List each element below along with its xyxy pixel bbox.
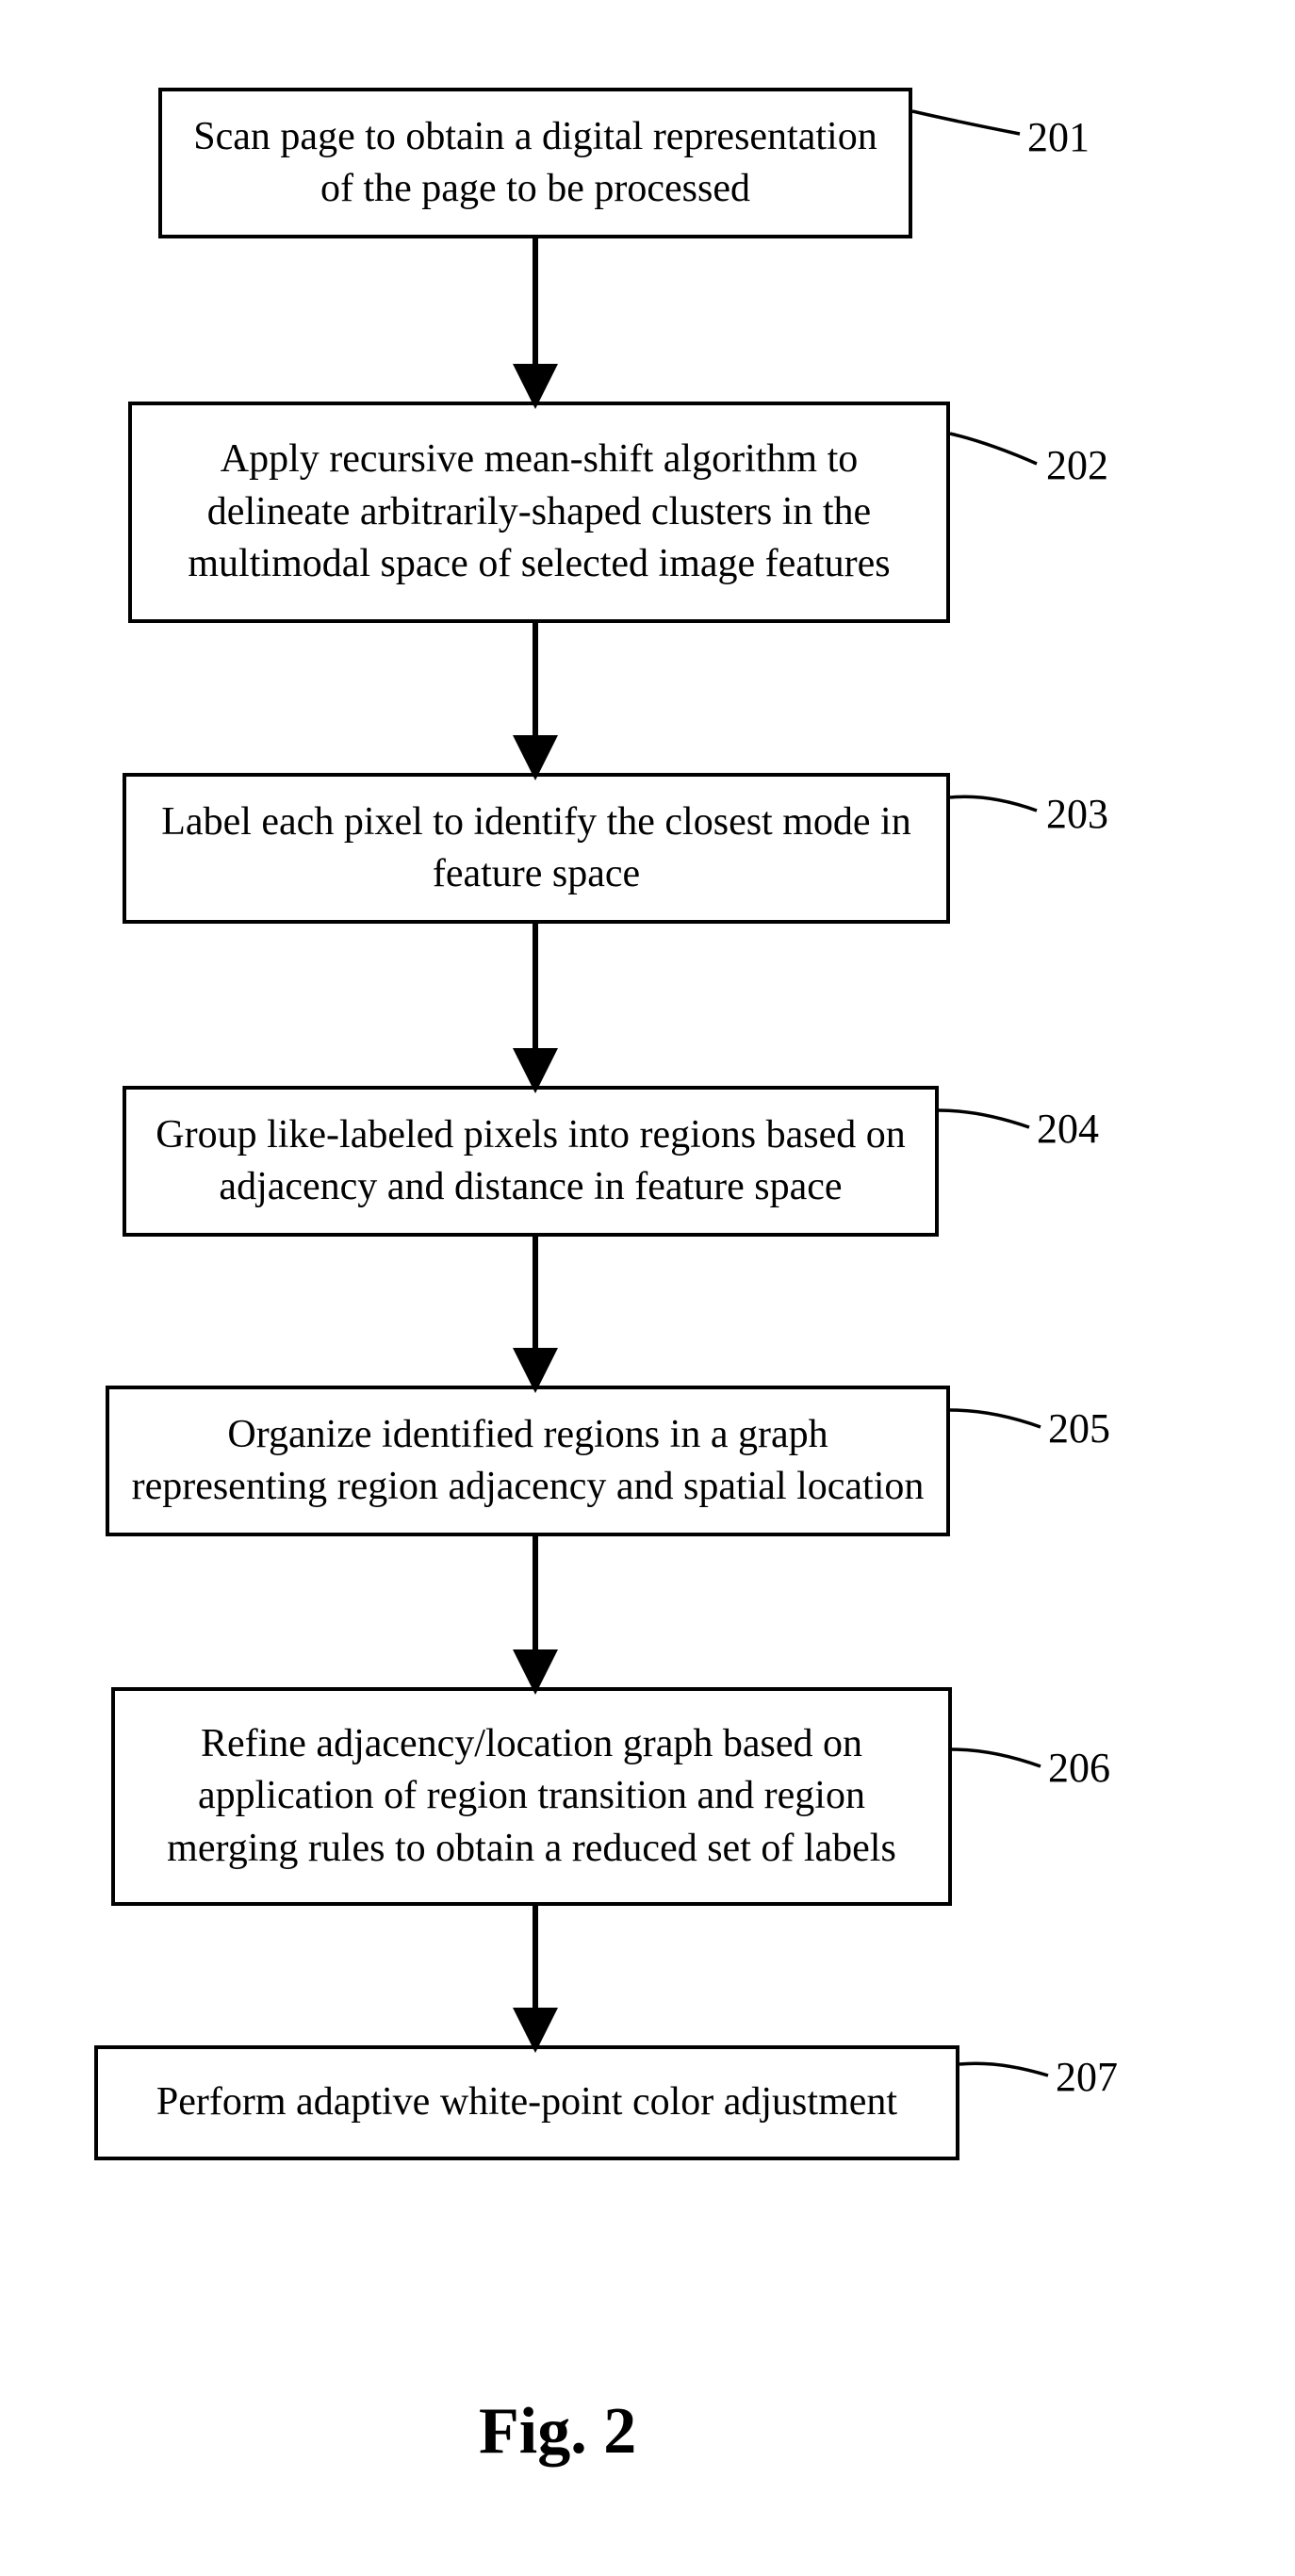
ref-label-205: 205	[1048, 1404, 1110, 1452]
node-text: Perform adaptive white-point color adjus…	[156, 2076, 897, 2128]
ref-label-207: 207	[1056, 2053, 1118, 2101]
leader-207	[959, 2063, 1048, 2076]
flowchart-node-207: Perform adaptive white-point color adjus…	[94, 2045, 959, 2160]
ref-label-202: 202	[1046, 441, 1108, 489]
ref-label-203: 203	[1046, 790, 1108, 838]
flowchart-node-204: Group like-labeled pixels into regions b…	[123, 1086, 939, 1237]
flowchart-node-201: Scan page to obtain a digital representa…	[158, 88, 912, 238]
flowchart-node-203: Label each pixel to identify the closest…	[123, 773, 950, 924]
figure-caption: Fig. 2	[479, 2394, 636, 2469]
flowchart-node-205: Organize identified regions in a graph r…	[106, 1386, 950, 1536]
node-text: Apply recursive mean-shift algorithm to …	[149, 434, 929, 590]
leader-201	[912, 111, 1020, 134]
flowchart-node-202: Apply recursive mean-shift algorithm to …	[128, 402, 950, 623]
ref-label-201: 201	[1027, 113, 1090, 161]
node-text: Refine adjacency/location graph based on…	[132, 1718, 931, 1875]
leader-202	[950, 434, 1037, 464]
leader-204	[939, 1110, 1029, 1127]
node-text: Label each pixel to identify the closest…	[143, 796, 929, 901]
ref-label-204: 204	[1037, 1105, 1099, 1153]
node-text: Scan page to obtain a digital representa…	[179, 111, 892, 216]
leader-205	[950, 1410, 1041, 1427]
leader-203	[950, 796, 1037, 811]
node-text: Organize identified regions in a graph r…	[126, 1409, 929, 1514]
flowchart-canvas: Scan page to obtain a digital representa…	[0, 0, 1295, 2576]
node-text: Group like-labeled pixels into regions b…	[143, 1109, 918, 1214]
leader-206	[952, 1749, 1041, 1766]
flowchart-node-206: Refine adjacency/location graph based on…	[111, 1687, 952, 1906]
connector-overlay	[0, 0, 1295, 2576]
ref-label-206: 206	[1048, 1744, 1110, 1792]
